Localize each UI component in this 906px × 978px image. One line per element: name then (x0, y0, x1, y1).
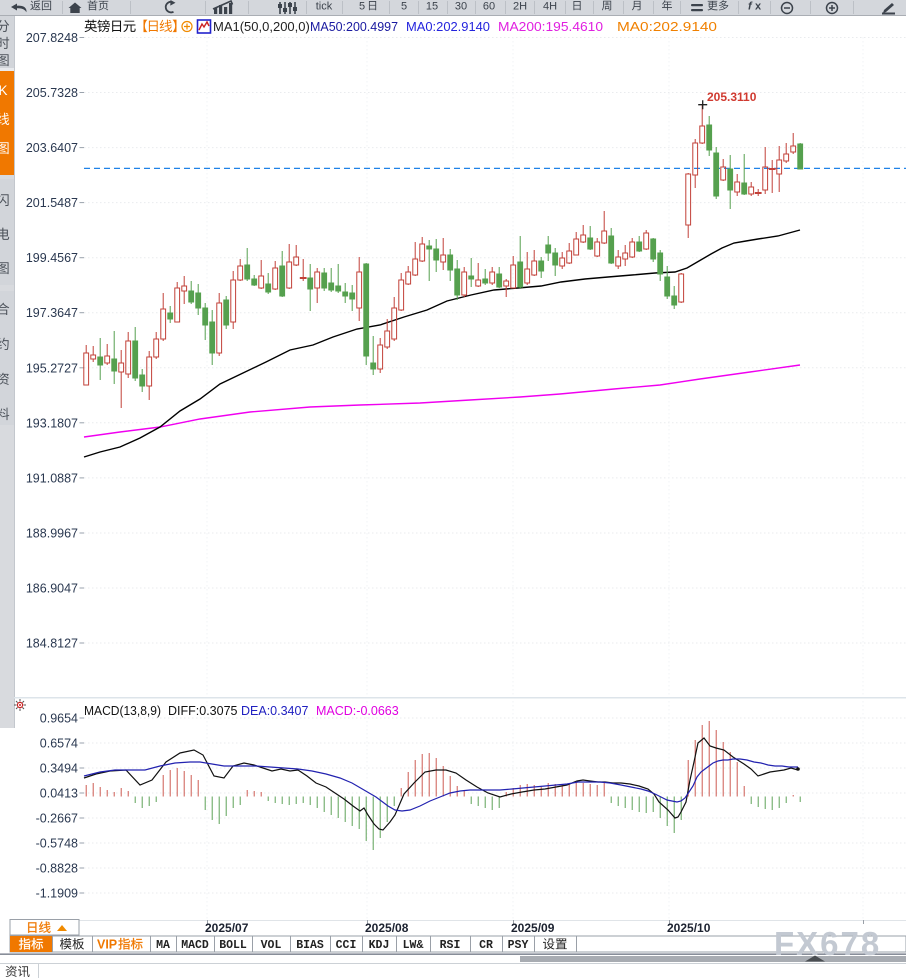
svg-text:186.9047: 186.9047 (26, 582, 78, 596)
svg-text:0.3494: 0.3494 (40, 762, 78, 776)
svg-text:184.8127: 184.8127 (26, 637, 78, 651)
svg-text:x: x (755, 1, 762, 13)
svg-text:MACD: MACD (181, 939, 209, 952)
svg-text:30: 30 (455, 1, 467, 13)
svg-text:-1.1909: -1.1909 (36, 887, 78, 901)
svg-text:203.6407: 203.6407 (26, 141, 78, 155)
svg-text:CR: CR (479, 939, 493, 952)
svg-text:188.9967: 188.9967 (26, 527, 78, 541)
svg-text:207.8248: 207.8248 (26, 31, 78, 45)
svg-text:4H: 4H (543, 1, 557, 13)
svg-text:VIP: VIP (97, 938, 117, 952)
svg-text:MACD:-0.0663: MACD:-0.0663 (316, 704, 399, 718)
svg-text:201.5487: 201.5487 (26, 196, 78, 210)
svg-text:LW&: LW& (403, 939, 424, 952)
svg-text:MACD(13,8,9): MACD(13,8,9) (84, 704, 161, 718)
svg-text:VOL: VOL (261, 939, 282, 952)
svg-text:5: 5 (401, 1, 407, 13)
svg-text:BIAS: BIAS (296, 939, 324, 952)
svg-text:-0.2667: -0.2667 (36, 812, 78, 826)
svg-text:DEA:0.3407: DEA:0.3407 (241, 704, 308, 718)
svg-text:MA0:202.9140: MA0:202.9140 (617, 19, 717, 34)
svg-text:195.2727: 195.2727 (26, 361, 78, 375)
svg-text:RSI: RSI (440, 939, 461, 952)
svg-text:PSY: PSY (508, 939, 529, 952)
svg-text:f: f (748, 1, 753, 13)
svg-text:MA200:195.4610: MA200:195.4610 (498, 19, 603, 34)
svg-text:2025/10: 2025/10 (667, 921, 711, 935)
svg-text:60: 60 (483, 1, 495, 13)
svg-text:191.0887: 191.0887 (26, 471, 78, 485)
svg-text:2025/07: 2025/07 (205, 921, 249, 935)
svg-text:197.3647: 197.3647 (26, 306, 78, 320)
svg-text:2025/08: 2025/08 (365, 921, 409, 935)
svg-text:2H: 2H (513, 1, 527, 13)
svg-text:205.3110: 205.3110 (707, 90, 757, 104)
svg-text:FX678: FX678 (774, 925, 881, 962)
svg-text:MA0:202.9140: MA0:202.9140 (406, 19, 490, 34)
svg-text:MA50:200.4997: MA50:200.4997 (310, 19, 398, 34)
svg-text:0.6574: 0.6574 (40, 737, 78, 751)
svg-text:199.4567: 199.4567 (26, 251, 78, 265)
svg-text:KDJ: KDJ (369, 939, 390, 952)
svg-text:0.0413: 0.0413 (40, 787, 78, 801)
svg-text:BOLL: BOLL (219, 939, 247, 952)
svg-text:193.1807: 193.1807 (26, 416, 78, 430)
svg-text:DIFF:0.3075: DIFF:0.3075 (168, 704, 238, 718)
svg-text:15: 15 (426, 1, 438, 13)
svg-text:CCI: CCI (336, 939, 357, 952)
svg-text:5: 5 (359, 1, 365, 13)
svg-text:-0.8828: -0.8828 (36, 862, 78, 876)
svg-text:0.9654: 0.9654 (40, 712, 78, 726)
svg-text:K: K (0, 83, 8, 98)
svg-text:tick: tick (316, 1, 333, 13)
svg-text:MA: MA (156, 939, 170, 952)
svg-text:-0.5748: -0.5748 (36, 837, 78, 851)
svg-text:205.7328: 205.7328 (26, 86, 78, 100)
svg-text:MA1(50,0,200,0): MA1(50,0,200,0) (213, 19, 310, 34)
svg-text:2025/09: 2025/09 (511, 921, 555, 935)
